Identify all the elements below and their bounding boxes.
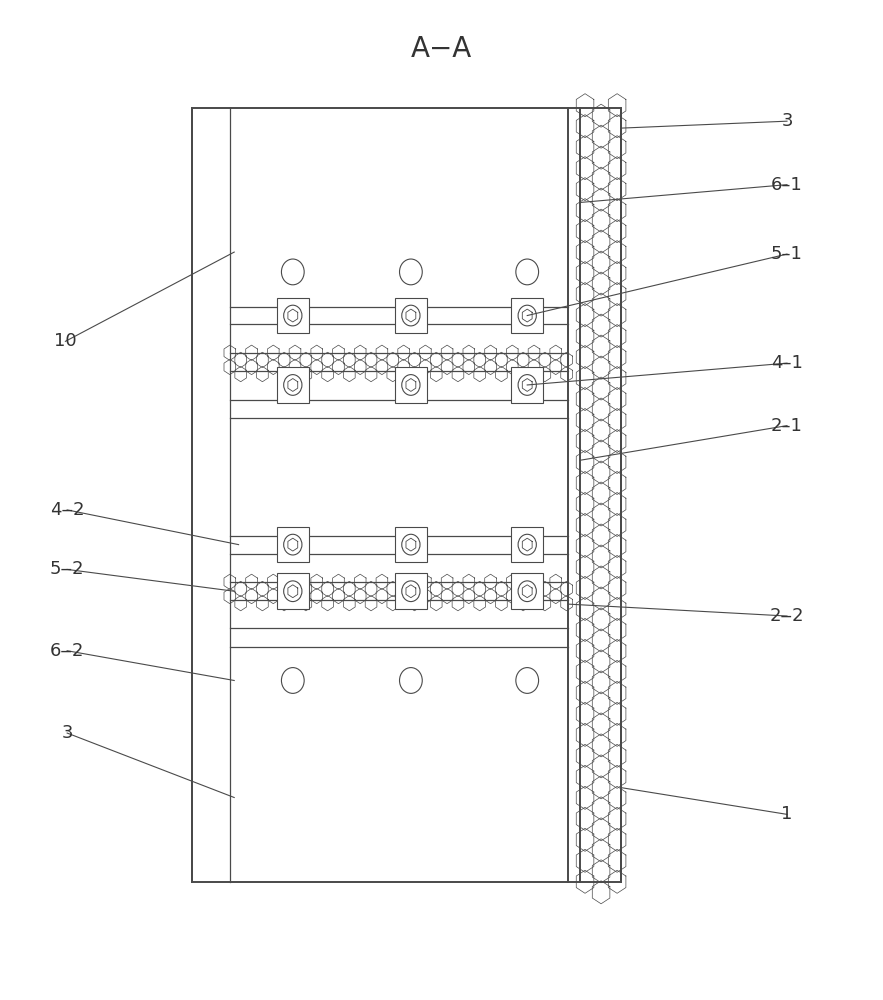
- Bar: [511, 573, 543, 609]
- Bar: [277, 367, 308, 403]
- Text: 2–1: 2–1: [771, 417, 803, 435]
- Text: 1: 1: [781, 805, 793, 823]
- Text: 3: 3: [62, 724, 73, 742]
- Text: 4‒2: 4‒2: [50, 501, 85, 519]
- Bar: [396, 527, 426, 562]
- Bar: [192, 108, 621, 882]
- Text: 5–1: 5–1: [771, 245, 803, 263]
- Text: 3: 3: [781, 112, 793, 130]
- Bar: [396, 367, 426, 403]
- Text: 4–1: 4–1: [771, 354, 803, 372]
- Text: 6‒2: 6‒2: [50, 642, 85, 660]
- Bar: [396, 298, 426, 333]
- Bar: [511, 527, 543, 562]
- Text: 10: 10: [54, 332, 77, 350]
- Bar: [277, 573, 308, 609]
- Text: A−A: A−A: [411, 35, 472, 63]
- Bar: [277, 298, 308, 333]
- Bar: [511, 298, 543, 333]
- Text: 5‒2: 5‒2: [50, 560, 85, 578]
- Text: 2‒2: 2‒2: [770, 607, 804, 625]
- Text: 6–1: 6–1: [771, 176, 803, 194]
- Bar: [396, 573, 426, 609]
- Bar: [277, 527, 308, 562]
- Bar: [511, 367, 543, 403]
